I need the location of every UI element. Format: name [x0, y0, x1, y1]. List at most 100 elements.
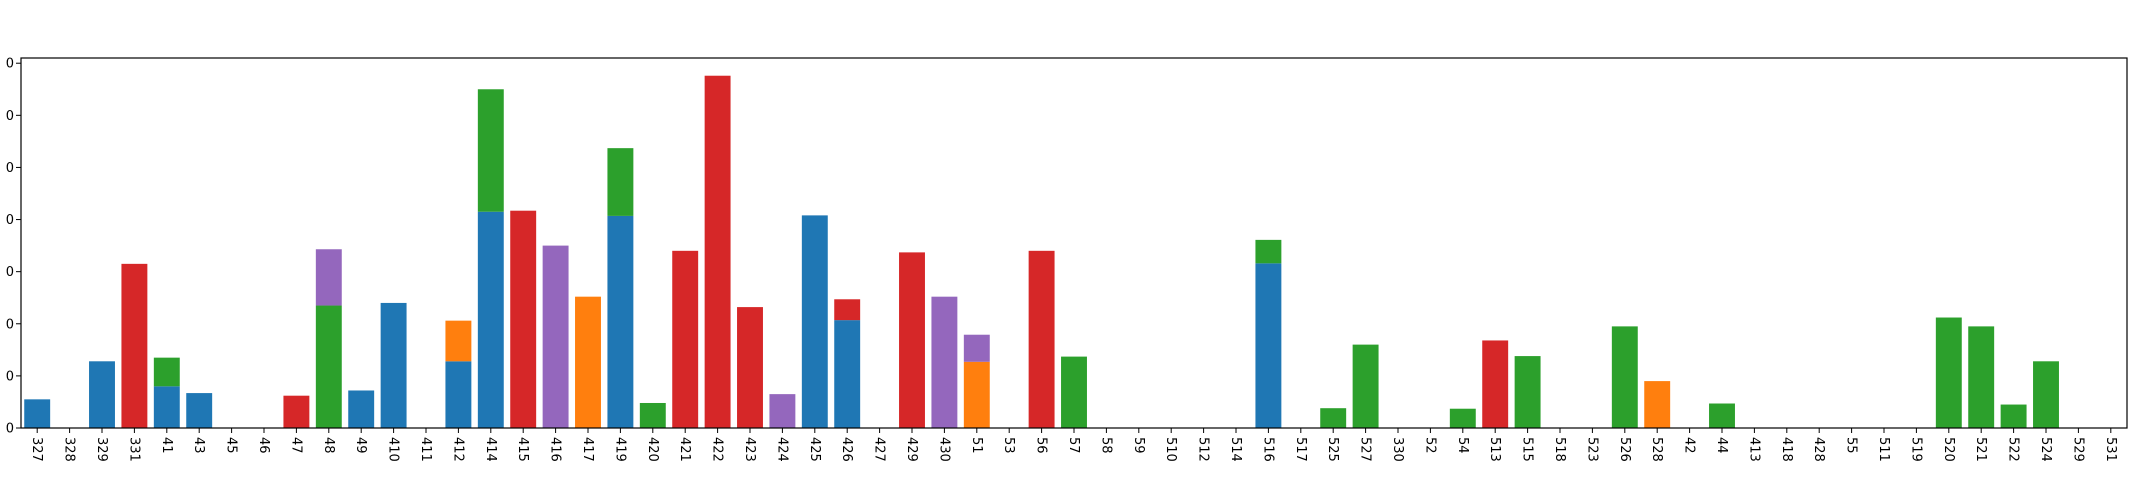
x-tick-label-427: 427	[872, 437, 887, 462]
x-tick-label-523: 523	[1584, 437, 1599, 462]
y-axis: 0 0 0 0 0 0 0 0	[6, 57, 21, 437]
x-tick-label-529: 529	[2070, 437, 2085, 462]
x-tick-label-430: 430	[936, 437, 951, 462]
bar-54-green	[1449, 408, 1476, 428]
x-tick-label-425: 425	[807, 437, 822, 462]
x-tick-label-58: 58	[1098, 437, 1113, 454]
x-tick-label-42: 42	[1682, 437, 1697, 454]
bar-430-purple	[931, 296, 958, 428]
bar-48-purple	[315, 249, 342, 306]
x-tick-label-516: 516	[1260, 437, 1275, 462]
bar-524-green	[2033, 361, 2059, 428]
plot-frame	[20, 57, 2128, 429]
bar-417-orange	[575, 296, 601, 428]
bar-419-green	[607, 148, 634, 216]
x-tick-label-527: 527	[1358, 437, 1373, 462]
x-tick-label-412: 412	[450, 437, 465, 462]
x-tick-label-511: 511	[1876, 437, 1891, 462]
bar-48-green	[315, 305, 342, 428]
bar-329-blue	[89, 361, 115, 428]
y-tick-label: 0	[6, 161, 14, 176]
x-tick-label-43: 43	[191, 437, 206, 454]
bar-51-orange	[963, 361, 990, 428]
x-tick-label-515: 515	[1520, 437, 1535, 462]
bar-426-blue	[834, 320, 861, 428]
x-tick-label-424: 424	[774, 437, 789, 462]
bar-43-blue	[186, 393, 213, 428]
x-tick-label-51: 51	[969, 437, 984, 454]
x-tick-label-59: 59	[1131, 437, 1146, 454]
bar-527-green	[1352, 344, 1379, 428]
y-tick-label: 0	[6, 317, 14, 332]
x-tick-label-47: 47	[288, 437, 303, 454]
bar-412-blue	[445, 361, 472, 428]
x-tick-label-329: 329	[94, 437, 109, 462]
x-tick-label-41: 41	[159, 437, 174, 454]
bar-41-blue	[153, 386, 180, 428]
x-tick-label-419: 419	[612, 437, 627, 462]
bar-56-red	[1028, 250, 1055, 428]
y-tick-label: 0	[6, 109, 14, 124]
bar-528-orange	[1644, 381, 1671, 428]
bar-51-purple	[963, 334, 990, 362]
bar-414-green	[477, 89, 504, 212]
bar-414-blue	[477, 211, 504, 428]
x-tick-label-520: 520	[1941, 437, 1956, 462]
bar-331-red	[121, 263, 148, 428]
x-tick-label-45: 45	[224, 437, 239, 454]
bar-44-green	[1709, 403, 1735, 428]
bar-47-red	[283, 395, 310, 428]
y-tick-label: 0	[6, 369, 14, 384]
bar-416-purple	[542, 245, 569, 428]
x-tick-label-416: 416	[548, 437, 563, 462]
x-tick-label-421: 421	[677, 437, 692, 462]
bar-420-green	[639, 402, 666, 428]
y-tick-label: 0	[6, 265, 14, 280]
x-tick-label-524: 524	[2038, 437, 2053, 462]
y-tick-label: 0	[6, 213, 14, 228]
x-tick-label-510: 510	[1163, 437, 1178, 462]
bar-522-green	[2000, 404, 2027, 428]
x-tick-label-328: 328	[62, 437, 77, 462]
bar-421-red	[672, 250, 699, 428]
x-tick-label-526: 526	[1617, 437, 1632, 462]
x-tick-label-420: 420	[645, 437, 660, 462]
bar-520-green	[1935, 317, 1962, 428]
bar-424-purple	[769, 394, 796, 428]
x-tick-label-426: 426	[839, 437, 854, 462]
bar-425-blue	[801, 215, 828, 428]
bar-429-red	[899, 252, 925, 428]
x-tick-label-418: 418	[1779, 437, 1794, 462]
x-tick-label-54: 54	[1455, 437, 1470, 454]
bar-57-green	[1061, 356, 1087, 428]
x-tick-label-413: 413	[1746, 437, 1761, 462]
bar-515-green	[1514, 356, 1541, 428]
x-tick-label-49: 49	[353, 437, 368, 454]
bar-426-red	[834, 299, 861, 321]
x-tick-label-519: 519	[1908, 437, 1923, 462]
x-tick-label-55: 55	[1844, 437, 1859, 454]
x-tick-label-528: 528	[1649, 437, 1664, 462]
x-tick-label-415: 415	[515, 437, 530, 462]
bar-415-red	[510, 210, 537, 428]
bar-521-green	[1968, 326, 1995, 428]
bar-525-green	[1320, 408, 1347, 428]
x-tick-label-522: 522	[2006, 437, 2021, 462]
x-tick-label-422: 422	[710, 437, 725, 462]
bars	[24, 75, 2059, 428]
x-tick-label-330: 330	[1390, 437, 1405, 462]
x-tick-label-48: 48	[321, 437, 336, 454]
x-tick-label-429: 429	[904, 437, 919, 462]
y-tick-label: 0	[6, 422, 14, 437]
bar-41-green	[153, 357, 180, 387]
x-tick-label-514: 514	[1228, 437, 1243, 462]
bar-423-red	[737, 307, 763, 428]
bar-526-green	[1611, 326, 1638, 428]
x-tick-label-518: 518	[1552, 437, 1567, 462]
x-tick-label-411: 411	[418, 437, 433, 462]
bar-49-blue	[348, 390, 375, 428]
bar-513-red	[1482, 340, 1509, 428]
x-tick-label-517: 517	[1293, 437, 1308, 462]
x-tick-label-57: 57	[1066, 437, 1081, 454]
